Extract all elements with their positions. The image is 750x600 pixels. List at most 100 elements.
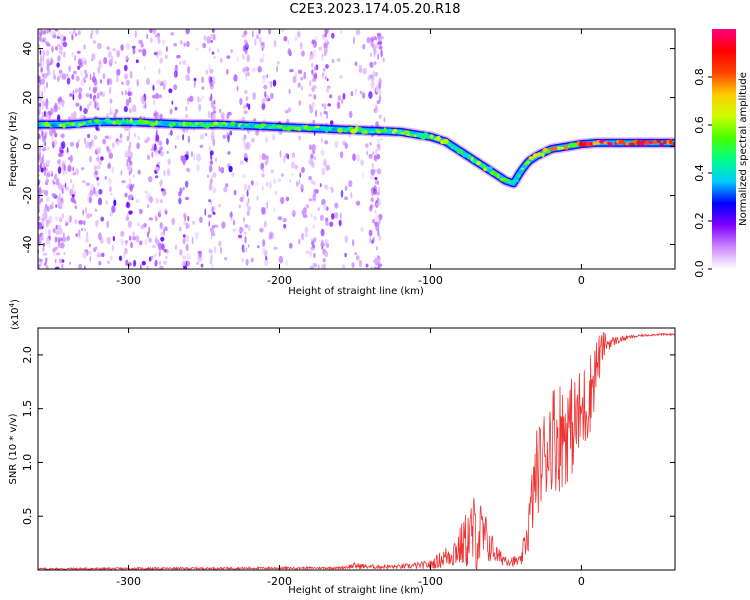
spectrogram-noise-speck <box>69 161 72 166</box>
spectrogram-noise-speck <box>265 136 269 143</box>
spectrogram-noise-speck <box>108 134 112 141</box>
spectrogram-noise-speck <box>301 166 305 174</box>
spectrogram-ridge-hotspot <box>149 122 156 127</box>
colorbar-tick-label: 0.4 <box>693 164 706 182</box>
spectrogram-noise-speck <box>69 141 75 147</box>
spectrogram-noise-speck <box>154 237 158 244</box>
spectrogram-noise-speck <box>341 264 346 269</box>
spectrogram-noise-speck <box>369 236 372 244</box>
spectrogram-noise-speck <box>239 227 244 233</box>
spectrogram-noise-speck <box>212 187 217 194</box>
spectrogram-noise-speck <box>148 237 153 243</box>
spectrogram-noise-speck <box>377 32 381 37</box>
spectrogram-noise-speck <box>312 48 317 57</box>
spectrogram-noise-speck <box>116 75 119 83</box>
spectrogram-noise-speck <box>138 39 143 45</box>
spectrogram-ridge-hotspot <box>210 124 215 128</box>
spectrogram-ridge-hotspot <box>297 126 302 132</box>
spectrogram-noise-speck <box>260 43 264 48</box>
spectrogram-noise-speck <box>86 104 90 110</box>
spectrogram-noise-speck <box>378 217 381 225</box>
spectrogram-noise-speck <box>98 261 102 266</box>
spectrogram-noise-speck <box>358 64 363 70</box>
spectrogram-noise-speck <box>38 263 41 269</box>
spectrogram-noise-speck <box>179 40 183 45</box>
spectrogram-noise-speck <box>185 222 189 229</box>
spectrogram-noise-speck <box>77 235 82 240</box>
spectrogram-noise-speck <box>299 42 303 50</box>
spectrogram-noise-speck <box>163 169 166 177</box>
spectrogram-noise-speck <box>203 35 207 41</box>
spectrogram-noise-speck <box>246 189 249 197</box>
spectrogram-noise-speck <box>266 201 269 210</box>
spectrogram-noise-speck <box>310 238 313 243</box>
spectrogram-noise-speck <box>56 197 61 204</box>
spectrogram-noise-speck <box>48 215 53 224</box>
spectrogram-noise-speck <box>193 77 197 82</box>
spectrogram-noise-speck <box>155 34 158 38</box>
spectrogram-noise-speck <box>369 142 372 146</box>
spectrogram-noise-speck <box>277 61 280 65</box>
spectrogram-noise-speck <box>226 55 231 59</box>
spectrogram-noise-speck <box>175 64 178 69</box>
spectrogram-noise-speck <box>149 29 153 34</box>
spectrogram-noise-speck <box>208 75 211 84</box>
spectrogram-noise-speck <box>164 226 168 232</box>
spectrogram-noise-speck <box>374 157 378 162</box>
spectrogram-noise-speck <box>71 74 75 80</box>
spectrogram-ridge-hotspot <box>460 149 464 155</box>
spectrogram-noise-speck <box>356 254 360 261</box>
spectrogram-noise-speck <box>304 232 308 238</box>
spectrogram-ridge-hotspot <box>546 149 551 154</box>
spectrogram-ridge-hotspot <box>213 121 219 126</box>
spectrogram-noise-speck <box>93 135 98 140</box>
spectrogram-noise-speck <box>40 78 46 85</box>
spectrogram-noise-speck <box>365 263 369 268</box>
spectrogram-noise-speck <box>57 106 61 110</box>
spectrogram-noise-speck <box>127 145 131 154</box>
spectrogram-noise-speck <box>337 101 341 109</box>
spectrogram-noise-speck <box>182 133 185 141</box>
spectrogram-noise-speck <box>42 56 45 62</box>
spectrogram-noise-speck <box>321 245 324 250</box>
spectrogram-ridge-hotspot <box>71 122 75 126</box>
spectrogram-ridge-hotspot <box>234 124 238 127</box>
spectrogram-noise-speck <box>218 165 221 172</box>
snr-y-tick-label: 1.0 <box>21 454 34 472</box>
spectrogram-noise-speck <box>40 261 44 265</box>
spectrogram-noise-speck <box>67 116 72 120</box>
spectrogram-noise-speck <box>159 57 162 65</box>
spectrogram-noise-speck <box>111 205 116 213</box>
spectrogram-noise-speck <box>212 33 216 41</box>
spectrogram-noise-speck <box>376 100 381 105</box>
spectrogram-noise-speck <box>171 217 175 226</box>
spectrogram-noise-speck <box>366 36 371 44</box>
snr-y-label: SNR (10 * v/v) <box>8 413 19 484</box>
spectrogram-noise-speck <box>41 233 45 240</box>
spectrogram-noise-speck <box>273 39 277 48</box>
spectrogram-noise-speck <box>312 180 316 186</box>
spectrogram-noise-speck <box>126 184 130 189</box>
spectrogram-noise-speck <box>85 73 88 78</box>
spectrogram-noise-speck <box>121 81 124 85</box>
spectrogram-noise-speck <box>176 134 180 141</box>
spectrogram-noise-speck <box>185 180 189 188</box>
spectrogram-noise-speck <box>321 103 324 107</box>
spectrogram-noise-speck <box>315 36 318 41</box>
spectrogram-noise-speck <box>243 183 248 192</box>
spectrogram-noise-speck <box>81 180 86 184</box>
spectrogram-noise-speck <box>107 78 110 86</box>
spectrogram-noise-speck <box>187 260 190 266</box>
spectrogram-noise-speck <box>244 224 249 228</box>
spectrogram-noise-speck <box>376 138 381 144</box>
spectrogram-noise-speck <box>112 236 115 242</box>
spectrogram-noise-speck <box>72 183 75 191</box>
spectrogram-noise-speck <box>60 35 62 42</box>
spectrogram-noise-speck <box>325 217 329 222</box>
spectrogram-noise-speck <box>83 137 86 144</box>
spectrogram-noise-speck <box>183 220 186 226</box>
spectrogram-noise-speck <box>154 214 158 223</box>
spectrogram-noise-speck <box>151 244 156 249</box>
spectrogram-noise-speck <box>373 189 378 195</box>
spectrogram-noise-speck <box>45 111 50 120</box>
